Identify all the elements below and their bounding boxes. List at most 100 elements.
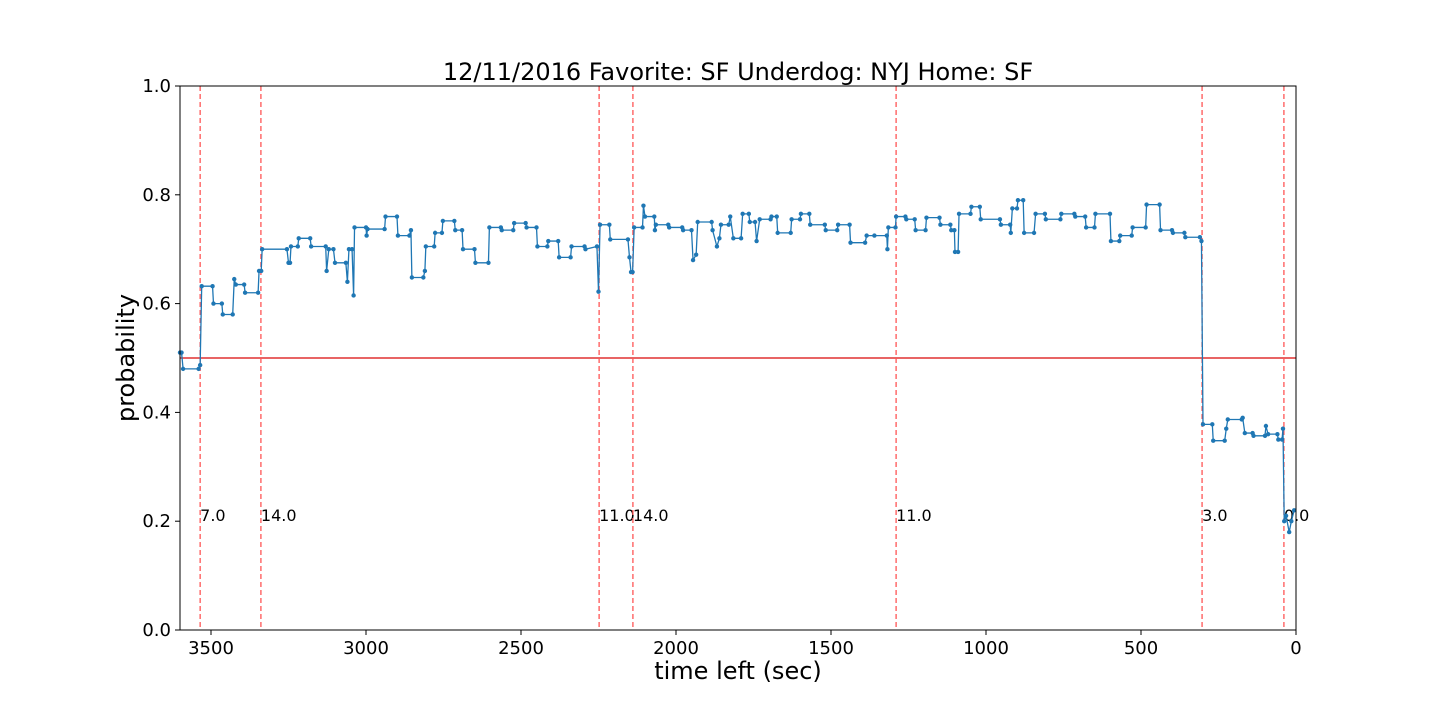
- data-point: [1291, 508, 1297, 513]
- data-point: [1242, 430, 1248, 436]
- x-tick-label: 2000: [653, 638, 699, 659]
- data-point: [1183, 235, 1188, 240]
- data-point: [596, 289, 601, 294]
- data-point: [523, 220, 528, 226]
- data-point: [848, 240, 853, 245]
- score-label: 7.0: [200, 506, 225, 525]
- data-point: [556, 255, 562, 260]
- data-point: [774, 214, 779, 219]
- data-point: [978, 217, 983, 222]
- data-point: [472, 247, 477, 252]
- data-point: [197, 362, 203, 368]
- data-point: [534, 225, 539, 230]
- data-point: [487, 225, 492, 230]
- data-point: [757, 217, 762, 222]
- data-point: [287, 260, 293, 265]
- data-point: [769, 214, 774, 219]
- data-point: [728, 214, 733, 219]
- data-point: [747, 219, 752, 225]
- y-axis-label: probability: [112, 294, 140, 422]
- data-point: [949, 227, 954, 233]
- data-point: [460, 247, 466, 252]
- data-point: [423, 244, 429, 249]
- data-point: [1224, 426, 1229, 431]
- data-point: [969, 204, 974, 209]
- score-label: 11.0: [896, 506, 932, 525]
- data-point: [421, 275, 426, 280]
- data-point: [511, 220, 517, 226]
- data-point: [230, 312, 235, 317]
- data-point: [714, 244, 720, 249]
- data-point: [886, 225, 891, 230]
- data-point: [884, 233, 889, 238]
- data-point: [746, 211, 752, 217]
- data-point: [808, 222, 813, 227]
- data-point: [1058, 217, 1063, 222]
- data-point: [1225, 417, 1231, 422]
- data-point: [797, 217, 803, 222]
- data-point: [1043, 217, 1049, 222]
- data-point: [709, 219, 714, 225]
- data-point: [1033, 211, 1038, 217]
- data-point: [740, 211, 745, 217]
- score-label: 3.0: [1202, 506, 1227, 525]
- data-point: [1021, 198, 1026, 203]
- data-point: [775, 230, 780, 236]
- data-point: [625, 237, 631, 242]
- data-point: [1289, 519, 1294, 524]
- x-tick-label: 1000: [963, 638, 1009, 659]
- data-point: [641, 203, 646, 208]
- data-point: [364, 233, 369, 238]
- x-axis-label: time left (sec): [654, 657, 822, 685]
- data-point: [666, 225, 672, 230]
- data-point: [546, 238, 551, 244]
- data-point: [1200, 422, 1206, 427]
- data-point: [640, 225, 645, 230]
- data-point: [955, 249, 961, 255]
- data-point: [1010, 206, 1015, 211]
- data-point: [535, 244, 540, 249]
- data-point: [351, 293, 356, 298]
- data-point: [210, 283, 215, 289]
- data-point: [717, 236, 722, 241]
- data-point: [1130, 225, 1135, 230]
- data-point: [1210, 422, 1215, 427]
- data-point: [695, 219, 700, 225]
- data-point: [1275, 431, 1280, 437]
- y-tick-label: 0.8: [142, 185, 171, 206]
- data-point: [1182, 230, 1187, 236]
- data-point: [823, 227, 828, 233]
- data-point: [459, 227, 465, 233]
- data-point: [1118, 233, 1123, 238]
- data-point: [977, 204, 982, 209]
- data-point: [288, 244, 294, 249]
- data-point: [1157, 202, 1162, 207]
- y-tick-label: 0.2: [142, 511, 171, 532]
- y-tick-label: 0.6: [142, 294, 171, 315]
- data-point: [499, 227, 504, 233]
- data-point: [998, 222, 1004, 227]
- data-point: [407, 233, 412, 238]
- data-point: [199, 283, 204, 289]
- data-point: [511, 227, 516, 233]
- data-point: [1083, 214, 1088, 219]
- data-point: [324, 268, 329, 274]
- data-point: [594, 244, 600, 249]
- data-point: [1158, 227, 1163, 233]
- score-label: 11.0: [599, 506, 635, 525]
- data-point: [752, 219, 758, 225]
- data-point: [349, 247, 355, 252]
- data-point: [1117, 238, 1122, 244]
- data-point: [219, 301, 225, 306]
- data-point: [308, 236, 313, 241]
- data-point: [924, 215, 929, 220]
- data-point: [597, 222, 603, 227]
- data-point: [439, 230, 445, 236]
- data-point: [332, 260, 338, 265]
- data-point: [726, 222, 731, 227]
- y-tick-label: 0.4: [142, 402, 171, 423]
- data-point: [1015, 198, 1021, 203]
- data-point: [255, 290, 261, 295]
- data-point: [365, 226, 370, 232]
